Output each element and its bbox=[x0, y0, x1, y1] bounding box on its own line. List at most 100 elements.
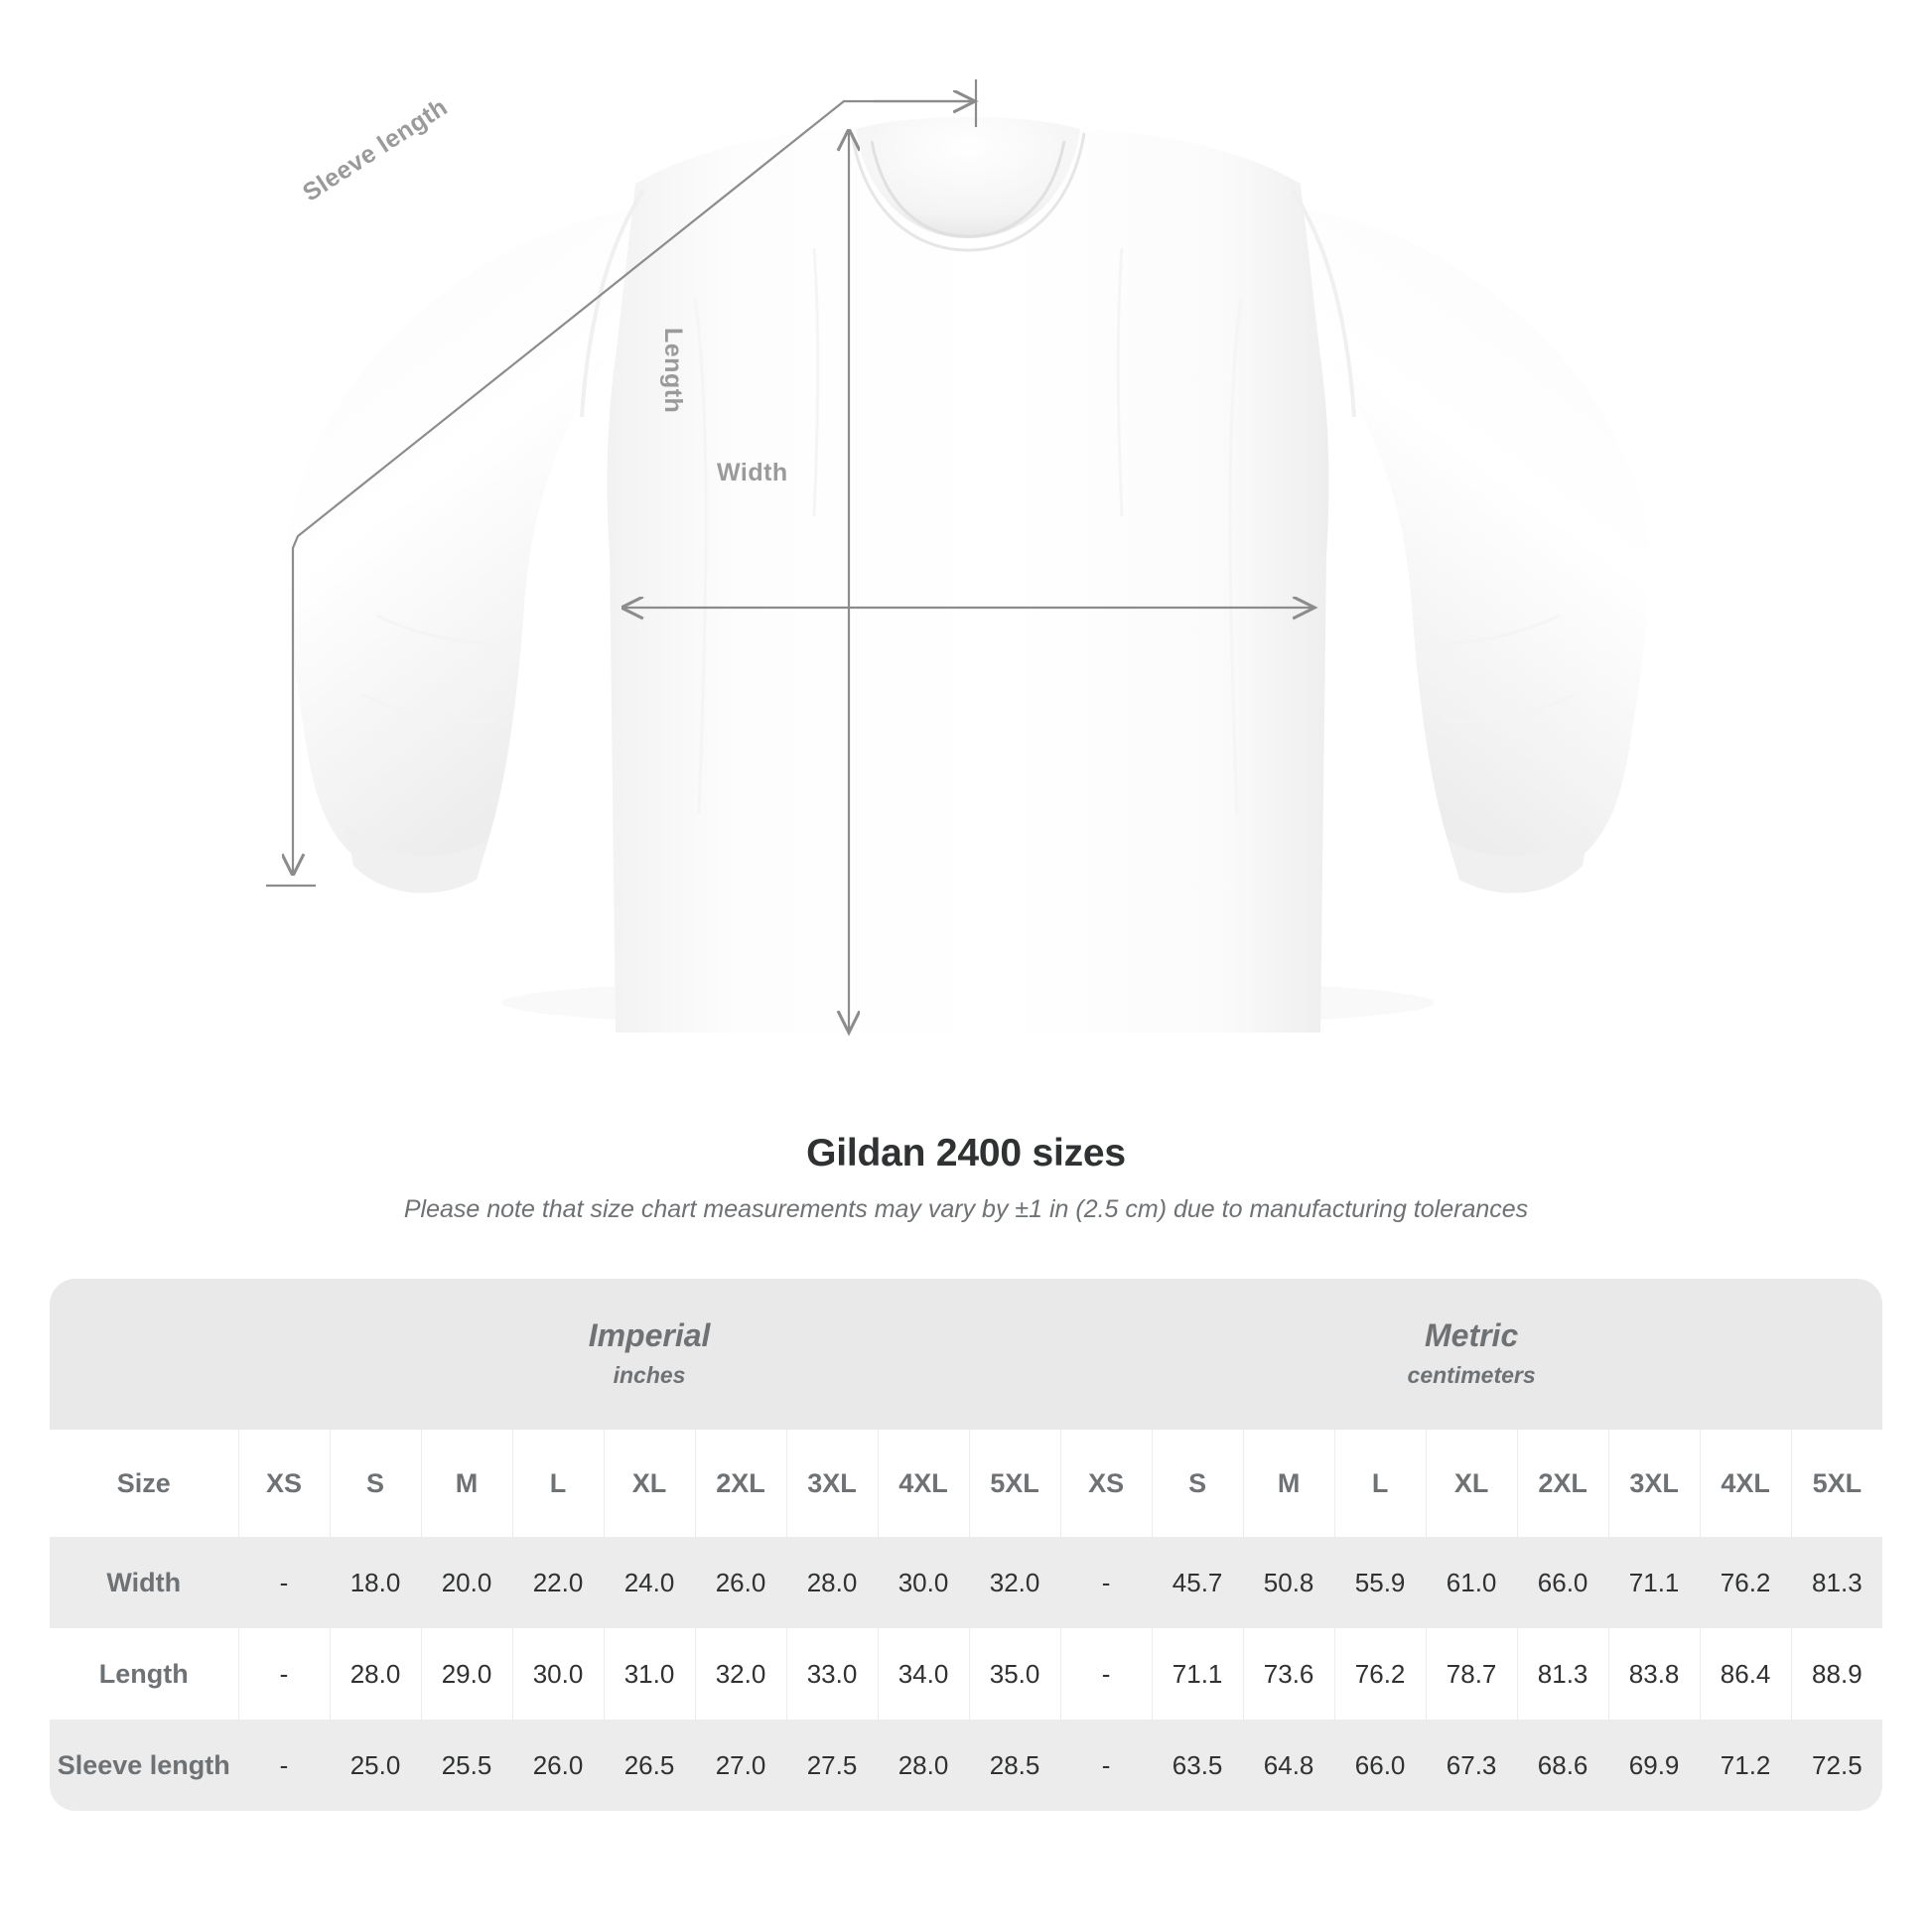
left-sleeve-shape bbox=[285, 208, 635, 864]
width-metric-3xl: 71.1 bbox=[1607, 1537, 1701, 1628]
sleeve-imperial-xs: - bbox=[237, 1720, 330, 1811]
width-imperial-s: 18.0 bbox=[329, 1537, 421, 1628]
size-header-row: Size XS S M L XL 2XL 3XL 4XL 5XL XS S M … bbox=[50, 1430, 1883, 1537]
body-shape bbox=[607, 127, 1329, 1033]
table-row-width: Width - 18.0 20.0 22.0 24.0 26.0 28.0 30… bbox=[50, 1537, 1883, 1628]
width-imperial-2xl: 26.0 bbox=[694, 1537, 786, 1628]
unit-header-row: Imperial inches Metric centimeters bbox=[50, 1279, 1883, 1430]
size-header-metric-2xl: 2XL bbox=[1516, 1430, 1609, 1537]
size-table-container: Imperial inches Metric centimeters Size … bbox=[50, 1279, 1883, 1811]
width-imperial-l: 22.0 bbox=[511, 1537, 604, 1628]
sleeve-metric-2xl: 68.6 bbox=[1516, 1720, 1609, 1811]
sleeve-imperial-5xl: 28.5 bbox=[968, 1720, 1061, 1811]
row-label-width: Width bbox=[50, 1537, 238, 1628]
size-header-imperial-l: L bbox=[511, 1430, 604, 1537]
sleeve-imperial-2xl: 27.0 bbox=[694, 1720, 786, 1811]
width-metric-xl: 61.0 bbox=[1425, 1537, 1518, 1628]
unit-header-imperial: Imperial inches bbox=[238, 1279, 1061, 1430]
length-metric-xl: 78.7 bbox=[1425, 1628, 1518, 1720]
width-metric-xs: - bbox=[1059, 1537, 1153, 1628]
sleeve-metric-m: 64.8 bbox=[1242, 1720, 1335, 1811]
sleeve-imperial-xl: 26.5 bbox=[603, 1720, 695, 1811]
unit-sub-imperial: inches bbox=[613, 1362, 686, 1389]
length-metric-2xl: 81.3 bbox=[1516, 1628, 1609, 1720]
width-imperial-5xl: 32.0 bbox=[968, 1537, 1061, 1628]
width-label: Width bbox=[717, 459, 788, 486]
size-header-imperial-3xl: 3XL bbox=[785, 1430, 878, 1537]
page-title: Gildan 2400 sizes bbox=[806, 1132, 1126, 1174]
length-imperial-2xl: 32.0 bbox=[694, 1628, 786, 1720]
length-imperial-3xl: 33.0 bbox=[785, 1628, 878, 1720]
table-row-sleeve-length: Sleeve length - 25.0 25.5 26.0 26.5 27.0… bbox=[50, 1720, 1883, 1811]
sleeve-imperial-m: 25.5 bbox=[420, 1720, 512, 1811]
right-sleeve-shape bbox=[1301, 208, 1651, 864]
size-header-label: Size bbox=[50, 1430, 238, 1537]
length-imperial-xs: - bbox=[237, 1628, 330, 1720]
size-header-metric-s: S bbox=[1151, 1430, 1244, 1537]
size-header-imperial-xs: XS bbox=[237, 1430, 330, 1537]
unit-sub-metric: centimeters bbox=[1407, 1362, 1536, 1389]
title-block: Gildan 2400 sizes Please note that size … bbox=[0, 1132, 1932, 1224]
unit-name-imperial: Imperial bbox=[588, 1316, 711, 1353]
length-imperial-m: 29.0 bbox=[420, 1628, 512, 1720]
length-metric-m: 73.6 bbox=[1242, 1628, 1335, 1720]
width-imperial-xl: 24.0 bbox=[603, 1537, 695, 1628]
garment-illustration: Sleeve length Length Width bbox=[266, 79, 1651, 1112]
table-row-length: Length - 28.0 29.0 30.0 31.0 32.0 33.0 3… bbox=[50, 1628, 1883, 1720]
length-metric-4xl: 86.4 bbox=[1699, 1628, 1792, 1720]
sleeve-metric-l: 66.0 bbox=[1333, 1720, 1427, 1811]
size-header-metric-xl: XL bbox=[1425, 1430, 1518, 1537]
collar-inner-line bbox=[870, 140, 1066, 238]
length-imperial-4xl: 34.0 bbox=[877, 1628, 969, 1720]
width-metric-m: 50.8 bbox=[1242, 1537, 1335, 1628]
sleeve-metric-s: 63.5 bbox=[1151, 1720, 1244, 1811]
width-metric-4xl: 76.2 bbox=[1699, 1537, 1792, 1628]
size-header-metric-5xl: 5XL bbox=[1790, 1430, 1883, 1537]
sleeve-imperial-3xl: 27.5 bbox=[785, 1720, 878, 1811]
unit-name-metric: Metric bbox=[1424, 1316, 1519, 1353]
left-cuff bbox=[345, 822, 488, 894]
size-header-metric-3xl: 3XL bbox=[1607, 1430, 1701, 1537]
width-metric-5xl: 81.3 bbox=[1790, 1537, 1883, 1628]
fabric-folds bbox=[362, 247, 1574, 815]
width-imperial-m: 20.0 bbox=[420, 1537, 512, 1628]
size-header-metric-m: M bbox=[1242, 1430, 1335, 1537]
unit-header-metric: Metric centimeters bbox=[1060, 1279, 1883, 1430]
size-header-imperial-2xl: 2XL bbox=[694, 1430, 786, 1537]
length-imperial-5xl: 35.0 bbox=[968, 1628, 1061, 1720]
garment-diagram-svg bbox=[266, 79, 1651, 1112]
width-metric-s: 45.7 bbox=[1151, 1537, 1244, 1628]
row-label-sleeve-length: Sleeve length bbox=[50, 1720, 238, 1811]
sleeve-metric-xl: 67.3 bbox=[1425, 1720, 1518, 1811]
sleeve-metric-5xl: 72.5 bbox=[1790, 1720, 1883, 1811]
width-imperial-4xl: 30.0 bbox=[877, 1537, 969, 1628]
size-header-imperial-s: S bbox=[329, 1430, 421, 1537]
sleeve-imperial-s: 25.0 bbox=[329, 1720, 421, 1811]
size-header-imperial-m: M bbox=[420, 1430, 512, 1537]
collar-outer-line bbox=[850, 132, 1086, 252]
size-table: Imperial inches Metric centimeters Size … bbox=[50, 1279, 1883, 1811]
sleeve-metric-xs: - bbox=[1059, 1720, 1153, 1811]
size-header-metric-l: L bbox=[1333, 1430, 1427, 1537]
sleeve-imperial-l: 26.0 bbox=[511, 1720, 604, 1811]
sleeve-length-measure-line bbox=[266, 79, 976, 888]
page-subtitle: Please note that size chart measurements… bbox=[403, 1195, 1529, 1223]
length-metric-xs: - bbox=[1059, 1628, 1153, 1720]
size-header-metric-xs: XS bbox=[1059, 1430, 1153, 1537]
length-metric-l: 76.2 bbox=[1333, 1628, 1427, 1720]
sleeve-metric-4xl: 71.2 bbox=[1699, 1720, 1792, 1811]
length-imperial-s: 28.0 bbox=[329, 1628, 421, 1720]
collar-shape bbox=[856, 117, 1080, 238]
row-label-length: Length bbox=[50, 1628, 238, 1720]
right-shoulder-seam bbox=[1291, 189, 1356, 418]
length-metric-5xl: 88.9 bbox=[1790, 1628, 1883, 1720]
size-header-imperial-4xl: 4XL bbox=[877, 1430, 969, 1537]
width-metric-2xl: 66.0 bbox=[1516, 1537, 1609, 1628]
length-imperial-l: 30.0 bbox=[511, 1628, 604, 1720]
length-imperial-xl: 31.0 bbox=[603, 1628, 695, 1720]
length-metric-3xl: 83.8 bbox=[1607, 1628, 1701, 1720]
unit-header-spacer bbox=[50, 1279, 238, 1430]
size-header-imperial-xl: XL bbox=[603, 1430, 695, 1537]
left-shoulder-seam bbox=[580, 189, 645, 418]
